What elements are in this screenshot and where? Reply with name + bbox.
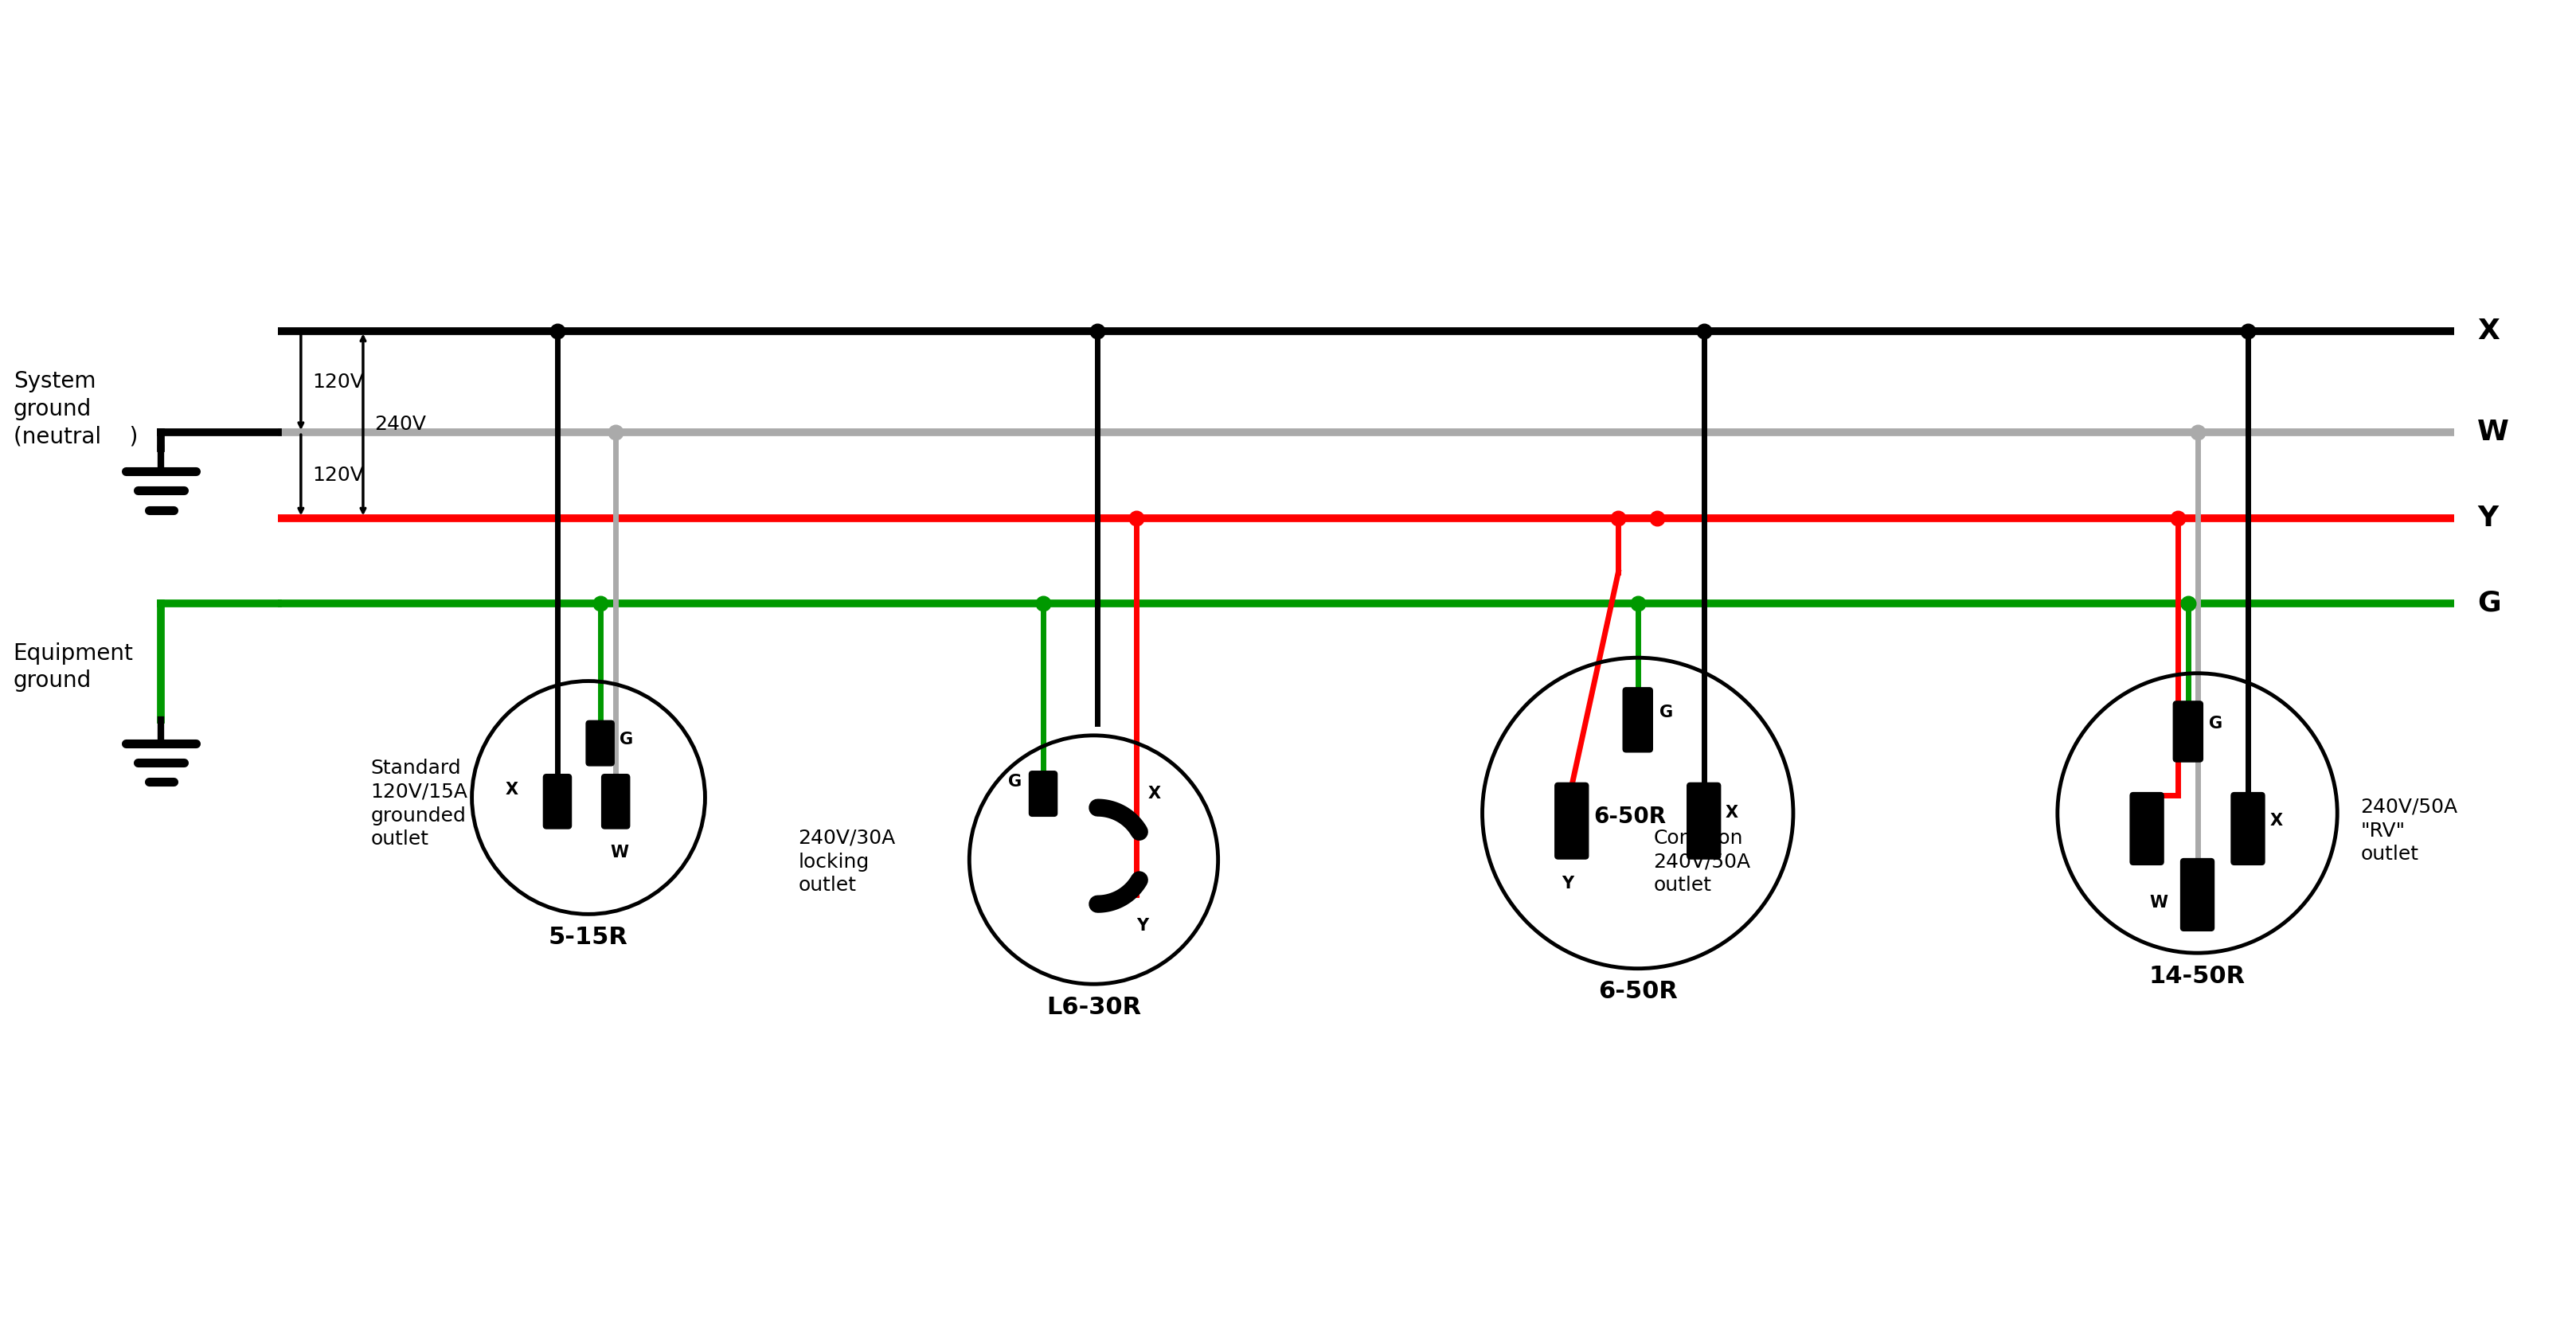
Point <box>1077 321 1118 342</box>
Text: 120V: 120V <box>312 466 363 484</box>
Point <box>1115 507 1157 528</box>
Text: Y: Y <box>2143 813 2154 829</box>
FancyBboxPatch shape <box>1623 688 1654 752</box>
Text: W: W <box>2478 419 2509 446</box>
Point <box>1023 592 1064 614</box>
Text: W: W <box>2148 894 2169 910</box>
Text: G: G <box>1007 775 1023 791</box>
FancyBboxPatch shape <box>587 720 613 765</box>
Text: System
ground
(neutral    ): System ground (neutral ) <box>13 370 139 447</box>
FancyBboxPatch shape <box>1030 771 1056 816</box>
Point <box>1682 321 1723 342</box>
Text: X: X <box>1149 785 1162 801</box>
Text: Standard
120V/15A
grounded
outlet: Standard 120V/15A grounded outlet <box>371 759 469 849</box>
Text: L6-30R: L6-30R <box>1046 996 1141 1018</box>
Text: W: W <box>611 844 629 860</box>
Point <box>2166 592 2208 614</box>
Text: X: X <box>505 781 518 797</box>
Point <box>1597 507 1638 528</box>
Text: X: X <box>2269 813 2282 829</box>
Text: Y: Y <box>1561 876 1574 892</box>
Text: Equipment
ground: Equipment ground <box>13 642 134 692</box>
Point <box>580 592 621 614</box>
Text: G: G <box>1659 704 1674 720</box>
FancyBboxPatch shape <box>2174 701 2202 761</box>
Text: X: X <box>2478 318 2499 345</box>
FancyBboxPatch shape <box>2231 792 2264 865</box>
FancyBboxPatch shape <box>544 775 572 829</box>
Text: Common
240V/50A
outlet: Common 240V/50A outlet <box>1654 829 1752 894</box>
FancyBboxPatch shape <box>2182 858 2215 930</box>
Point <box>2177 422 2218 443</box>
Point <box>2228 321 2269 342</box>
Text: 240V: 240V <box>374 415 428 434</box>
Text: G: G <box>2210 716 2223 732</box>
Point <box>1636 507 1677 528</box>
FancyBboxPatch shape <box>1687 783 1721 858</box>
Text: 240V/30A
locking
outlet: 240V/30A locking outlet <box>799 829 896 894</box>
Text: 14-50R: 14-50R <box>2148 965 2246 988</box>
Text: 5-15R: 5-15R <box>549 926 629 949</box>
Text: 120V: 120V <box>312 373 363 391</box>
Text: 6-50R: 6-50R <box>1597 980 1677 1004</box>
Point <box>1618 592 1659 614</box>
Text: Y: Y <box>2478 504 2499 531</box>
FancyBboxPatch shape <box>2130 792 2164 865</box>
Text: X: X <box>1726 805 1739 821</box>
Text: G: G <box>2478 590 2501 616</box>
Text: 240V/50A
"RV"
outlet: 240V/50A "RV" outlet <box>2360 797 2458 864</box>
Text: Y: Y <box>1136 918 1149 934</box>
FancyBboxPatch shape <box>1556 783 1589 858</box>
Text: G: G <box>621 731 634 747</box>
Point <box>536 321 577 342</box>
Text: 6-50R: 6-50R <box>1595 805 1667 828</box>
Point <box>595 422 636 443</box>
FancyBboxPatch shape <box>603 775 629 829</box>
Point <box>2156 507 2197 528</box>
